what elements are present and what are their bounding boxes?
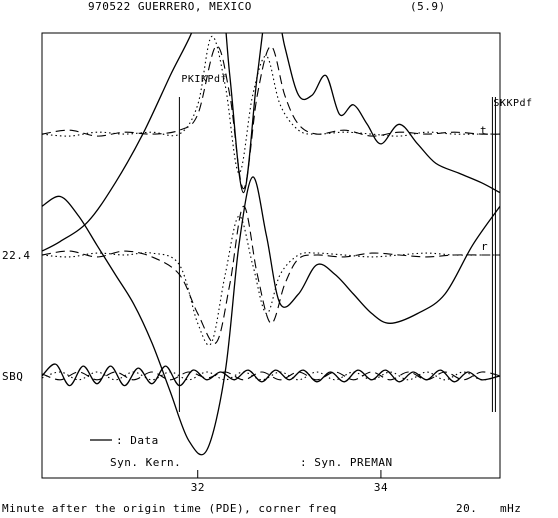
phase-marker-label: SKKPdf: [493, 98, 532, 109]
x-axis-label: Minute after the origin time (PDE), corn…: [2, 502, 337, 515]
corner-freq-unit: mHz: [500, 502, 521, 515]
phase-markers: PKIKPdf SKKPdf: [178, 74, 532, 412]
trace-t-dotted-line: [42, 36, 500, 174]
phase-marker-label: PKIKPdf: [181, 74, 227, 85]
x-axis-ticks: 32 34: [191, 470, 388, 494]
magnitude-label: (5.9): [410, 0, 446, 13]
trace-t-solid-line: [42, 33, 500, 252]
x-tick-label: 34: [374, 481, 388, 494]
trace-sbq-solid-line: [42, 363, 500, 387]
trace-t-dashed-line: [42, 45, 500, 190]
distance-label: 22.4: [2, 249, 31, 262]
x-tick-label: 32: [191, 481, 205, 494]
legend-label-syn-preman: : Syn. PREMAN: [300, 456, 393, 469]
waveform-traces: [42, 33, 500, 456]
legend: : Data Syn. Kern. : Syn. PREMAN: [90, 434, 393, 469]
plot-frame: [41, 32, 501, 479]
radial-component-label: r: [481, 240, 488, 253]
trace-sbq-dotted-line: [42, 371, 500, 381]
legend-label-data: : Data: [116, 434, 159, 447]
legend-label-syn-kern: Syn. Kern.: [110, 456, 181, 469]
corner-freq-value: 20.: [456, 502, 477, 515]
trace-r-solid-line: [42, 176, 500, 456]
station-label: SBQ: [2, 370, 23, 383]
trace-r-dotted-line: [42, 215, 500, 346]
chart-title: 970522 GUERRERO, MEXICO: [88, 0, 252, 13]
transverse-component-label: t: [480, 124, 487, 137]
trace-r-dashed-line: [42, 205, 500, 344]
